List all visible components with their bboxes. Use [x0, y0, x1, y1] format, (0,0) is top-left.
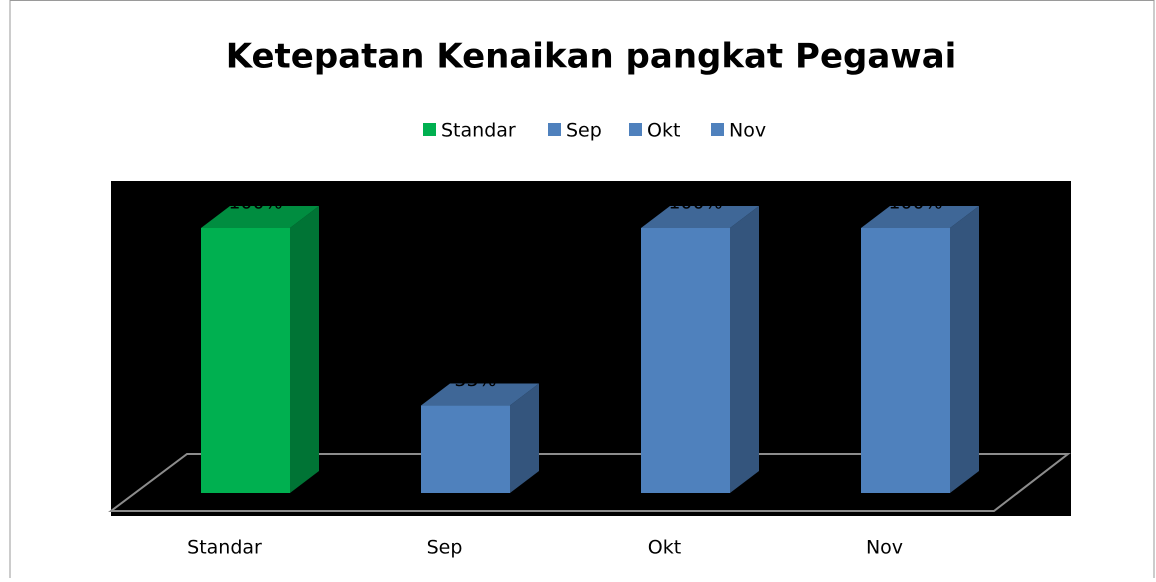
bar	[421, 405, 510, 493]
legend-swatch	[711, 123, 724, 136]
bar-side	[290, 206, 319, 493]
bar-side	[510, 383, 539, 493]
legend-swatch	[548, 123, 561, 136]
legend-label: Sep	[566, 120, 602, 142]
bar	[201, 228, 290, 493]
bar-top	[641, 206, 759, 228]
data-label: 100%	[228, 192, 282, 214]
legend-label: Okt	[647, 120, 680, 142]
x-tick-label: Standar	[187, 537, 262, 559]
x-tick-label: Okt	[648, 537, 681, 559]
bar-top	[421, 383, 539, 406]
legend-swatch	[629, 123, 642, 136]
data-label: 33%	[454, 369, 496, 391]
data-label: 100%	[888, 192, 942, 214]
bar-top	[861, 206, 979, 228]
bar-side	[950, 206, 979, 493]
legend-label: Standar	[441, 120, 516, 142]
floor	[108, 453, 1071, 512]
x-tick-label: Sep	[427, 537, 463, 559]
bar-top	[201, 206, 319, 228]
legend-swatch	[423, 123, 436, 136]
data-label: 100%	[668, 192, 722, 214]
bar	[641, 228, 730, 493]
legend-label: Nov	[729, 120, 766, 142]
bar-side	[730, 206, 759, 493]
bar	[861, 228, 950, 493]
chart-title: Ketepatan Kenaikan pangkat Pegawai	[226, 37, 957, 77]
x-tick-label: Nov	[866, 537, 903, 559]
